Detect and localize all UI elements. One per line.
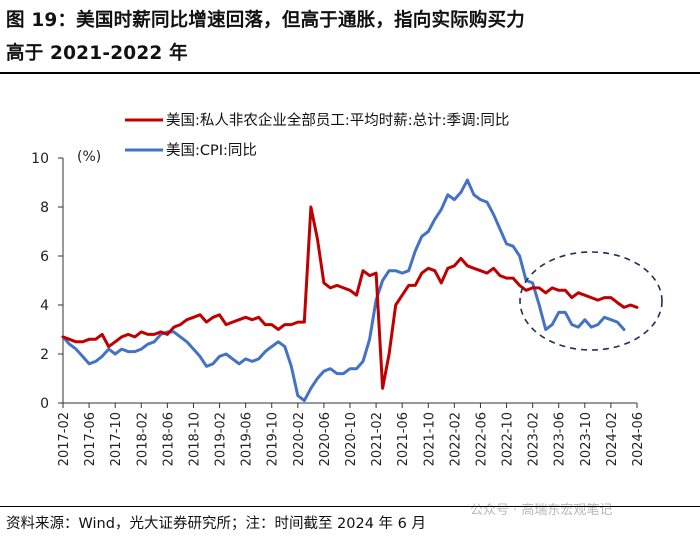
x-tick-label: 2023-10	[579, 412, 594, 466]
x-tick-label: 2023-02	[527, 412, 542, 466]
figure-title-line2: 高于 2021-2022 年	[6, 43, 188, 64]
source-note: 资料来源：Wind，光大证券研究所；注：时间截至 2024 年 6 月	[6, 516, 427, 532]
x-tick-label: 2019-10	[266, 412, 281, 466]
x-tick-label: 2017-10	[109, 412, 124, 466]
chart-series	[61, 178, 639, 403]
x-tick-label: 2023-06	[553, 412, 568, 466]
x-tick-label: 2017-06	[83, 412, 98, 466]
y-tick-label: 2	[40, 347, 49, 363]
x-tick-label: 2022-06	[474, 412, 489, 466]
watermark-text: 公众号 · 高瑞东宏观笔记	[470, 503, 613, 518]
title-divider	[0, 72, 700, 74]
legend-label: 美国:CPI:同比	[166, 142, 257, 159]
y-tick-label: 0	[40, 396, 49, 412]
y-tick-label: 4	[40, 298, 49, 314]
source-divider	[0, 506, 700, 507]
x-tick-label: 2018-06	[161, 412, 176, 466]
y-axis-unit: (%)	[77, 149, 101, 165]
hourly-earnings-yoy-line	[61, 205, 639, 390]
x-tick-label: 2019-06	[240, 412, 255, 466]
x-tick-label: 2022-10	[501, 412, 516, 466]
cpi-yoy-line	[61, 178, 626, 403]
x-tick-label: 2020-06	[318, 412, 333, 466]
line-chart: 0 2 4 6 8 10 (%) 2017-02 2017-06 2017-10 2018-02 20…	[31, 111, 663, 466]
chart-axes: 0 2 4 6 8 10 (%) 2017-02 2017-06 2017-10 2018-02 20…	[31, 149, 646, 466]
legend-label: 美国:私人非农企业全部员工:平均时薪:总计:季调:同比	[166, 111, 509, 129]
x-tick-label: 2021-10	[422, 412, 437, 466]
y-tick-label: 10	[31, 151, 49, 167]
x-tick-label: 2020-10	[344, 412, 359, 466]
x-tick-label: 2019-02	[214, 412, 229, 466]
highlight-ellipse	[519, 251, 663, 351]
x-tick-label: 2017-02	[57, 412, 72, 466]
x-tick-label: 2018-02	[135, 412, 150, 466]
y-tick-label: 6	[40, 249, 49, 265]
figure-title-line1: 图 19：美国时薪同比增速回落，但高于通胀，指向实际购买力	[6, 10, 525, 31]
x-tick-label: 2024-02	[605, 412, 620, 466]
figure-title: 图 19：美国时薪同比增速回落，但高于通胀，指向实际购买力 高于 2021-20…	[6, 4, 696, 70]
x-tick-label: 2024-06	[631, 412, 646, 466]
x-tick-label: 2018-10	[187, 412, 202, 466]
x-tick-label: 2022-02	[448, 412, 463, 466]
x-tick-label: 2021-06	[396, 412, 411, 466]
x-tick-label: 2021-02	[370, 412, 385, 466]
y-tick-label: 8	[40, 200, 49, 216]
x-tick-label: 2020-02	[292, 412, 307, 466]
